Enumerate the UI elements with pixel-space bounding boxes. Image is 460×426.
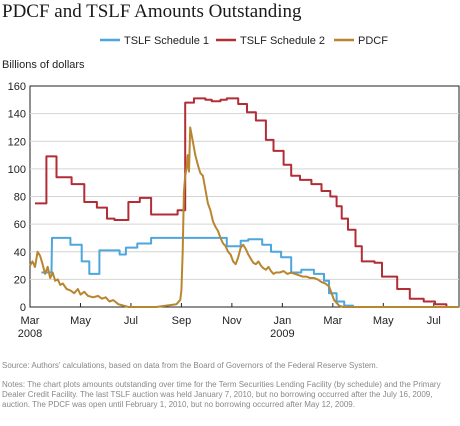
- y-axis-unit-label: Billions of dollars: [2, 59, 85, 71]
- y-tick-label: 0: [20, 302, 26, 314]
- y-axis: 0 20 40 60 80 100 120 140 160: [8, 81, 26, 314]
- y-tick-label: 60: [14, 219, 26, 231]
- x-tick-year-label: 2008: [18, 328, 42, 340]
- gridlines: [29, 85, 460, 308]
- notes-text: Notes: The chart plots amounts outstandi…: [2, 380, 441, 409]
- x-tick-label: Jul: [427, 315, 441, 327]
- series-line-tslf-schedule-1: [41, 236, 459, 308]
- x-tick-label: Sep: [172, 315, 192, 327]
- x-tick-label: Jan: [273, 315, 291, 327]
- y-tick-label: 40: [14, 247, 26, 259]
- y-tick-label: 120: [8, 136, 26, 148]
- x-tick-label: May: [70, 315, 91, 327]
- y-tick-label: 140: [8, 109, 26, 121]
- x-tick-label: Nov: [222, 315, 242, 327]
- x-tick-label: Jul: [124, 315, 138, 327]
- series-lines: [29, 97, 459, 308]
- chart-legend: TSLF Schedule 1 TSLF Schedule 2 PDCF: [100, 35, 388, 47]
- x-tick-label: Mar: [323, 315, 342, 327]
- line-chart: TSLF Schedule 1 TSLF Schedule 2 PDCF 0 20 40…: [8, 35, 460, 340]
- x-tick-year-label: 2009: [270, 328, 294, 340]
- source-note: Source: Authors' calculations, based on …: [2, 361, 378, 370]
- y-tick-label: 160: [8, 81, 26, 93]
- legend-label-tslf-schedule-2: TSLF Schedule 2: [240, 35, 325, 47]
- legend-label-tslf-schedule-1: TSLF Schedule 1: [124, 35, 209, 47]
- series-line-pdcf: [29, 126, 459, 308]
- x-tick-label: May: [373, 315, 394, 327]
- y-tick-label: 20: [14, 274, 26, 286]
- y-tick-label: 100: [8, 164, 26, 176]
- chart-title: PDCF and TSLF Amounts Outstanding: [2, 1, 302, 22]
- series-line-tslf-schedule-2: [35, 97, 459, 308]
- legend-label-pdcf: PDCF: [358, 35, 388, 47]
- y-tick-label: 80: [14, 192, 26, 204]
- x-tick-label: Mar: [21, 315, 40, 327]
